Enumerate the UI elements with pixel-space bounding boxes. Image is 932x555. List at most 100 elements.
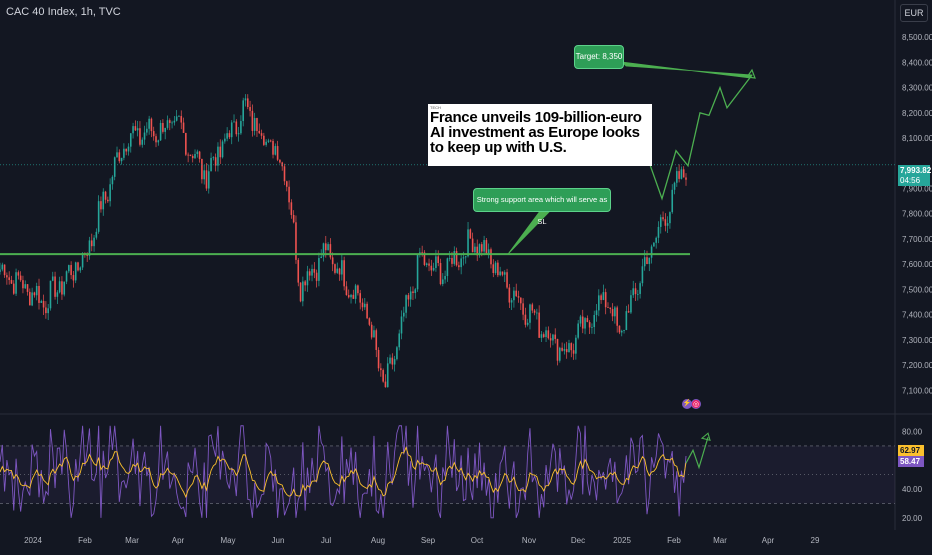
candle-body: [217, 146, 219, 166]
rsi-tick-label: 40.00: [902, 485, 923, 494]
candle-body: [490, 249, 492, 265]
candle-body: [148, 118, 150, 129]
candle-body: [510, 300, 513, 303]
candle-body: [45, 307, 47, 314]
candle-body: [203, 170, 205, 180]
candle-body: [246, 98, 249, 107]
candle-body: [414, 289, 417, 294]
candle-body: [451, 258, 453, 264]
candle-body: [10, 280, 13, 284]
candle-body: [315, 272, 318, 281]
currency-button[interactable]: EUR: [900, 4, 928, 22]
candle-body: [58, 281, 61, 293]
candle-body: [322, 243, 325, 257]
candle-body: [162, 123, 164, 132]
candle-body: [492, 264, 495, 274]
candle-body: [33, 292, 36, 296]
target-callout-pointer: [620, 61, 753, 79]
candle-body: [648, 257, 651, 264]
candle-body: [377, 349, 380, 369]
candle-body: [350, 294, 352, 298]
candle-body: [430, 265, 433, 271]
time-tick-label: Sep: [421, 536, 436, 545]
candle-body: [136, 128, 139, 131]
candle-body: [127, 146, 130, 152]
price-tick-label: 7,200.00: [902, 361, 932, 370]
candle-body: [171, 122, 173, 124]
candle-body: [8, 277, 10, 281]
candle-body: [448, 258, 451, 259]
candle-body: [88, 240, 91, 256]
lightning-icon[interactable]: ⚡: [682, 399, 692, 409]
candle-body: [370, 324, 373, 338]
candle-body: [345, 286, 348, 296]
price-tick-label: 7,500.00: [902, 285, 932, 294]
time-tick-label: Apr: [762, 536, 775, 545]
time-tick-label: Feb: [667, 536, 681, 545]
candle-body: [625, 311, 628, 330]
target-callout[interactable]: Target: 8,350: [574, 45, 624, 69]
candle-body: [554, 334, 557, 339]
candle-body: [150, 118, 153, 132]
candle-body: [3, 264, 6, 276]
support-callout[interactable]: Strong support area which will serve as …: [473, 188, 611, 226]
candle-body: [63, 281, 66, 295]
projection-path: [649, 74, 753, 201]
candle-body: [341, 260, 343, 275]
time-tick-label: May: [220, 536, 235, 545]
candle-body: [400, 316, 403, 334]
candle-body: [529, 304, 531, 323]
candle-body: [228, 133, 231, 138]
candle-body: [15, 272, 17, 294]
candle-body: [120, 157, 123, 162]
candle-body: [157, 140, 160, 143]
price-tick-label: 8,300.00: [902, 84, 932, 93]
candle-body: [361, 302, 364, 308]
news-source: TECH: [430, 105, 441, 110]
candle-body: [263, 135, 265, 145]
candle-body: [109, 184, 111, 202]
candle-body: [221, 141, 224, 158]
candle-body: [143, 132, 146, 140]
candle-body: [598, 295, 600, 311]
candle-body: [191, 155, 194, 159]
price-tick-label: 7,600.00: [902, 260, 932, 269]
candle-body: [68, 265, 70, 272]
candle-body: [132, 126, 134, 134]
candle-body: [22, 280, 24, 289]
candle-body: [155, 136, 157, 143]
calendar-icon[interactable]: ◎: [691, 399, 701, 409]
candle-body: [637, 293, 639, 295]
candle-body: [485, 240, 488, 255]
candle-body: [329, 244, 332, 258]
candle-body: [288, 186, 290, 203]
candle-body: [497, 262, 499, 276]
candle-body: [669, 212, 671, 224]
candle-body: [536, 312, 538, 314]
rsi-value-label: 62.97: [898, 445, 924, 456]
candle-body: [520, 297, 522, 304]
candle-body: [141, 139, 144, 145]
candle-body: [302, 281, 304, 302]
candle-body: [304, 281, 306, 286]
candle-body: [464, 256, 467, 258]
candle-body: [93, 237, 95, 247]
price-tick-label: 7,400.00: [902, 311, 932, 320]
candle-body: [643, 257, 646, 267]
candle-body: [244, 98, 247, 101]
candle-body: [552, 334, 554, 341]
candle-body: [292, 214, 295, 223]
candle-body: [602, 292, 605, 300]
candle-body: [614, 307, 616, 317]
candle-body: [508, 287, 511, 303]
candle-body: [334, 264, 336, 273]
time-tick-label: Dec: [571, 536, 585, 545]
candle-body: [51, 276, 54, 281]
candle-body: [380, 368, 382, 371]
candle-body: [455, 251, 458, 266]
candle-body: [483, 240, 485, 252]
rsi-ma-line: [0, 446, 687, 499]
candle-body: [476, 246, 479, 256]
